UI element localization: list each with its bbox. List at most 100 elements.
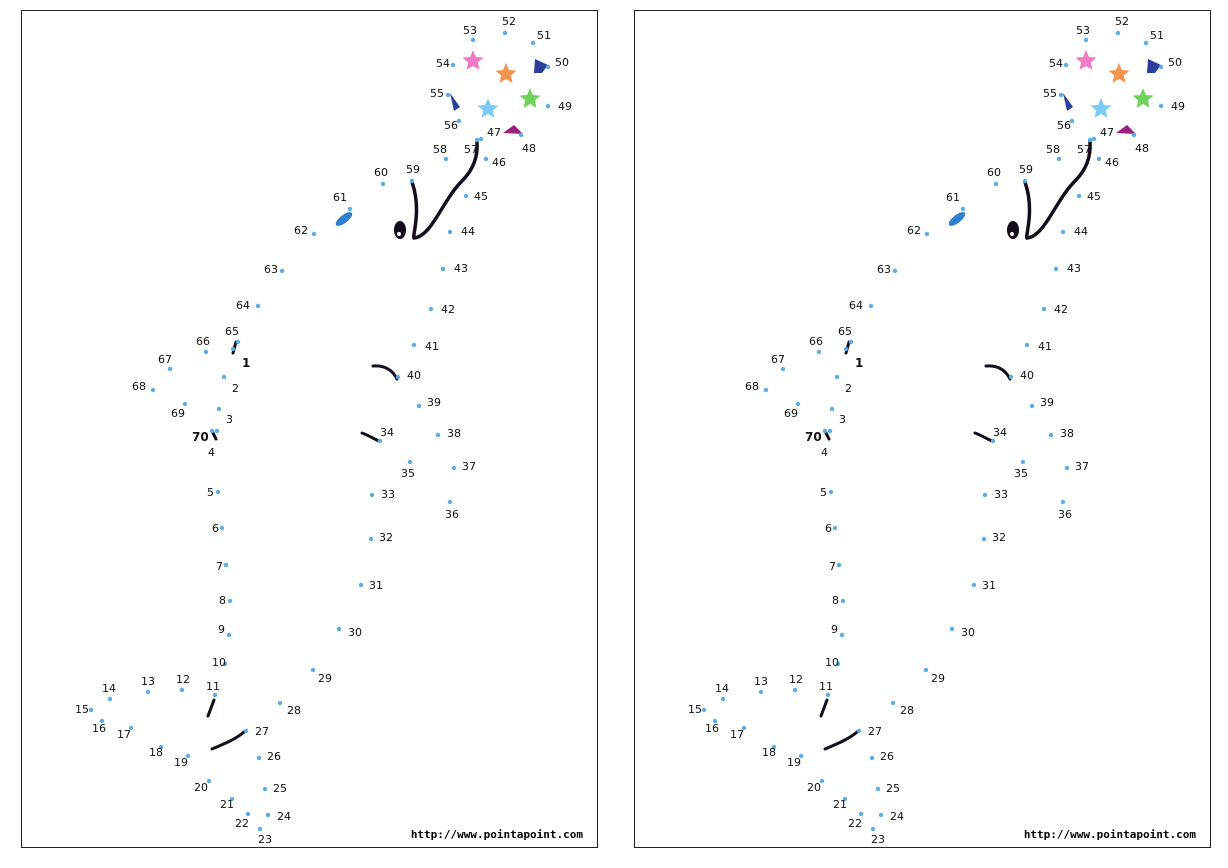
dot-49 [1158,103,1164,109]
dot-31 [358,582,364,588]
dot-label-69: 69 [171,407,185,420]
dot-42 [1041,306,1047,312]
dot-16 [712,718,718,724]
dot-label-51: 51 [537,29,551,42]
dot-label-45: 45 [474,190,488,203]
dot-49 [545,103,551,109]
dot-label-30: 30 [348,626,362,639]
stroke-40 [984,364,1012,381]
dot-label-47: 47 [487,126,501,139]
dot-label-20: 20 [807,781,821,794]
dot-label-6: 6 [825,522,832,535]
dot-3 [829,406,835,412]
dot-36 [447,499,453,505]
dot-label-27: 27 [255,725,269,738]
dot-11 [825,692,831,698]
dot-20 [206,778,212,784]
dot-label-19: 19 [787,756,801,769]
dot-label-65: 65 [838,325,852,338]
dot-label-11: 11 [819,680,833,693]
dot-label-66: 66 [196,335,210,348]
stroke-40 [371,364,399,381]
dot-label-67: 67 [771,353,785,366]
dot-label-36: 36 [445,508,459,521]
dots-right [701,30,1164,832]
dot-30 [336,626,342,632]
dot-label-29: 29 [931,672,945,685]
dot-29 [923,667,929,673]
dot-label-63: 63 [877,263,891,276]
dot-label-21: 21 [833,798,847,811]
dot-label-62: 62 [907,224,921,237]
dot-48 [1131,132,1137,138]
star-pink-icon [1075,50,1097,70]
dot-label-22: 22 [235,817,249,830]
dot-label-42: 42 [441,303,455,316]
dot-3 [216,406,222,412]
dot-33 [982,492,988,498]
dot-69 [795,401,801,407]
dot-12 [179,687,185,693]
dot-label-68: 68 [745,380,759,393]
dot-label-51: 51 [1150,29,1164,42]
stroke-11 [206,698,216,718]
dot-label-14: 14 [715,682,729,695]
stroke-27 [210,730,246,751]
dot-label-22: 22 [848,817,862,830]
dot-label-26: 26 [880,750,894,763]
dot-26 [869,755,875,761]
dot-50 [545,64,551,70]
dot-label-35: 35 [401,467,415,480]
dot-60 [380,181,386,187]
dot-label-11: 11 [206,680,220,693]
dot-label-49: 49 [558,100,572,113]
fixed-art-left [206,50,548,751]
dot-22 [245,811,251,817]
dot-41 [411,342,417,348]
dot-label-23: 23 [258,833,272,846]
dot-label-1: 1 [242,356,250,370]
dot-label-54: 54 [1049,57,1063,70]
dot-label-53: 53 [463,24,477,37]
dot-48 [518,132,524,138]
flag-purple-icon [503,125,523,134]
stroke-27 [823,730,859,751]
dot-label-30: 30 [961,626,975,639]
dot-label-50: 50 [1168,56,1182,69]
dot-label-25: 25 [273,782,287,795]
puzzle-sheet-left: 1 2 3 4 5 6 7 8 9 10 11 12 13 14 15 16 17 18 19 20 21 22 23 24 2… [21,10,598,848]
dot-label-55: 55 [430,87,444,100]
dot-label-17: 17 [117,728,131,741]
dot-54 [450,62,456,68]
dot-label-60: 60 [374,166,388,179]
dot-label-21: 21 [220,798,234,811]
dot-37 [1064,465,1070,471]
dot-46 [1096,156,1102,162]
dot-15 [701,707,707,713]
dot-label-10: 10 [825,656,839,669]
dot-22 [858,811,864,817]
dot-label-54: 54 [436,57,450,70]
dot-label-61: 61 [333,191,347,204]
dot-label-3: 3 [226,413,233,426]
dot-label-65: 65 [225,325,239,338]
eye-ellipse-icon [948,212,966,226]
dot-label-45: 45 [1087,190,1101,203]
dot-54 [1063,62,1069,68]
dot-51 [530,40,536,46]
dot-label-4: 4 [821,446,828,459]
dot-label-14: 14 [102,682,116,695]
dot-66 [203,349,209,355]
dot-label-56: 56 [444,119,458,132]
dot-66 [816,349,822,355]
dot-label-46: 46 [492,156,506,169]
dot-68 [150,387,156,393]
dot-label-69: 69 [784,407,798,420]
dot-label-35: 35 [1014,467,1028,480]
dot-label-10: 10 [212,656,226,669]
dot-34 [990,438,996,444]
dot-38 [1048,432,1054,438]
dot-35 [407,459,413,465]
